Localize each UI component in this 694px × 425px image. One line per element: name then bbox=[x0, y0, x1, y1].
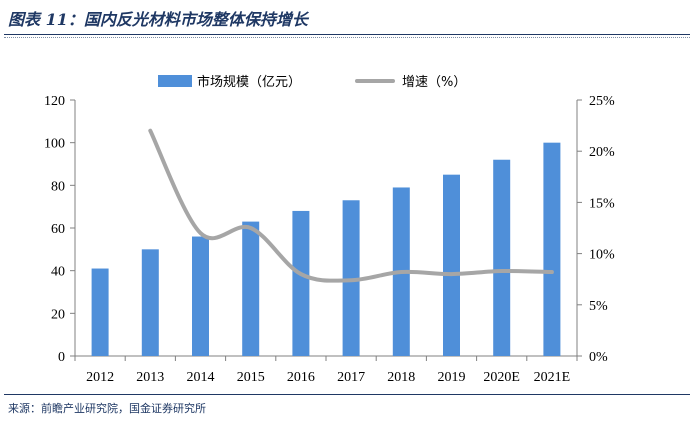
x-tick-label: 2017 bbox=[337, 370, 365, 385]
x-tick-label: 2018 bbox=[387, 370, 415, 385]
bar bbox=[141, 249, 159, 356]
bar-series bbox=[91, 142, 561, 356]
y-left-tick-label: 80 bbox=[51, 179, 65, 194]
y-right-tick-label: 0% bbox=[589, 350, 608, 365]
y-right-tick-label: 10% bbox=[589, 248, 615, 263]
x-tick-label: 2021E bbox=[534, 370, 571, 385]
growth-line bbox=[148, 128, 554, 283]
x-tick-label: 2013 bbox=[136, 370, 164, 385]
y-right-tick-label: 25% bbox=[589, 94, 615, 109]
bar bbox=[91, 268, 109, 356]
chart-legend: 市场规模（亿元） 增速（%） bbox=[158, 74, 466, 90]
bar bbox=[292, 210, 310, 356]
y-left-tick-label: 40 bbox=[51, 265, 65, 280]
y-left-tick-label: 0 bbox=[58, 350, 65, 365]
bar bbox=[443, 174, 460, 356]
y-left-tick-label: 20 bbox=[51, 307, 65, 322]
x-tick-label: 2014 bbox=[187, 370, 215, 385]
y-right-tick-label: 5% bbox=[589, 299, 608, 314]
bar bbox=[242, 221, 260, 356]
x-tick-label: 2015 bbox=[237, 370, 265, 385]
y-left-tick-label: 120 bbox=[44, 94, 65, 109]
bar bbox=[192, 236, 209, 356]
y-left-tick-label: 100 bbox=[44, 137, 65, 152]
bar bbox=[493, 159, 511, 356]
x-tick-label: 2016 bbox=[287, 370, 315, 385]
source-divider bbox=[4, 394, 690, 395]
y-right-tick-label: 15% bbox=[589, 196, 615, 211]
line-series bbox=[148, 128, 554, 283]
bar bbox=[543, 142, 561, 356]
y-right-tick-label: 20% bbox=[589, 145, 615, 160]
source-note: 来源：前瞻产业研究院，国金证券研究所 bbox=[8, 402, 206, 415]
title-divider bbox=[4, 34, 690, 35]
x-tick-label: 2020E bbox=[483, 370, 520, 385]
chart-axes: 0 20 40 60 80 100 120 0% 5% 10% 15% 20% 25% 2012 2013 2… bbox=[44, 94, 615, 385]
legend-line-label: 增速（%） bbox=[402, 75, 466, 90]
bar bbox=[342, 200, 360, 356]
y-left-tick-label: 60 bbox=[51, 222, 65, 237]
x-tick-label: 2012 bbox=[86, 370, 114, 385]
chart-title: 图表 11：国内反光材料市场整体保持增长 bbox=[8, 10, 308, 29]
legend-bar-label: 市场规模（亿元） bbox=[197, 74, 301, 90]
legend-bar-swatch bbox=[158, 75, 192, 87]
x-tick-label: 2019 bbox=[438, 370, 466, 385]
title-divider-dotted bbox=[4, 37, 690, 38]
